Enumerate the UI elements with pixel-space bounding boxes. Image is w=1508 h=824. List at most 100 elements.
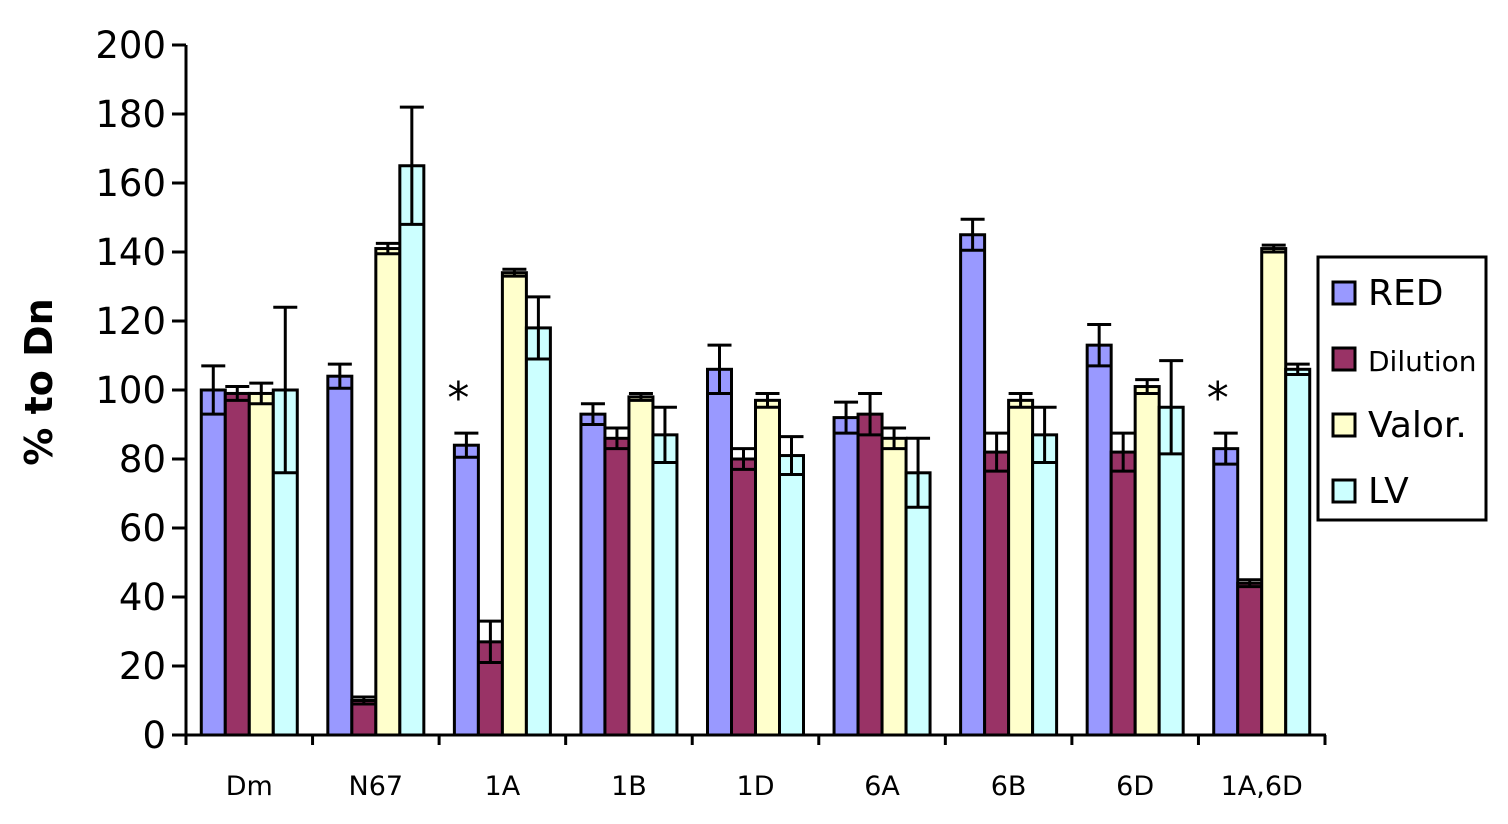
error-bar: [1008, 391, 1033, 409]
bar-red-1a6d: [1212, 447, 1240, 737]
bar-dilution-n67: [350, 699, 378, 737]
bar-valor-dm: [247, 391, 275, 737]
y-tick-label: 60: [119, 507, 166, 550]
legend-label: LV: [1368, 471, 1409, 512]
error-bars-layer: [201, 105, 1310, 706]
x-tick-label: 1A: [485, 771, 521, 802]
bar-valor-6a: [880, 436, 908, 737]
bar-valor-1d: [754, 398, 781, 737]
bar-dilution-6b: [983, 450, 1011, 737]
error-bar: [327, 362, 352, 390]
legend-label: Valor.: [1368, 405, 1467, 446]
y-tick-label: 180: [95, 93, 166, 136]
bar-red-1b: [579, 412, 607, 737]
bar-dilution-1a6d: [1236, 581, 1264, 737]
bar-red-6a: [832, 416, 860, 737]
bar-red-1d: [706, 367, 733, 737]
legend-swatch: [1331, 412, 1357, 438]
error-bar: [273, 305, 298, 475]
y-tick-label: 140: [95, 231, 166, 274]
bar-lv-1b: [651, 433, 679, 737]
bar-lv-n67: [398, 164, 426, 737]
error-bar: [225, 385, 250, 402]
error-bar: [755, 391, 780, 409]
bar-dilution-6d: [1109, 450, 1137, 737]
legend-swatch: [1331, 478, 1357, 504]
annotations: * *: [447, 373, 1228, 424]
bar-red-dm: [199, 388, 227, 737]
bar-valor-n67: [374, 247, 402, 737]
error-bar: [984, 431, 1009, 473]
bar-lv-1a6d: [1284, 367, 1312, 737]
y-tick-label: 200: [95, 24, 166, 67]
error-bar: [779, 435, 804, 477]
error-bar: [1111, 431, 1136, 473]
bar-dilution-dm: [223, 391, 251, 737]
x-tick-label: 6B: [991, 771, 1027, 802]
error-bar: [628, 391, 653, 402]
error-bar: [502, 267, 527, 278]
error-bar: [906, 436, 931, 509]
error-bar: [1159, 359, 1184, 456]
legend-swatch: [1331, 280, 1357, 306]
bar-red-n67: [326, 374, 354, 737]
bar-lv-6b: [1031, 433, 1059, 737]
y-tick-label: 160: [95, 162, 166, 205]
x-ticks: Dm N67 1A 1B 1D 6A 6B 6D 1A,6D: [184, 735, 1327, 802]
bar-lv-1d: [778, 454, 805, 737]
y-tick-label: 80: [119, 438, 166, 481]
bar-dilution-1d: [730, 457, 757, 737]
error-bar: [731, 447, 756, 471]
x-tick-label: 6D: [1116, 771, 1154, 802]
x-tick-label: 6A: [864, 771, 900, 802]
error-bar: [399, 105, 424, 226]
error-bar: [526, 295, 551, 361]
error-bar: [960, 217, 985, 252]
x-tick-label: N67: [349, 771, 404, 802]
error-bar: [351, 695, 376, 706]
bars-layer: [199, 164, 1312, 737]
error-bar: [1285, 362, 1310, 376]
bar-valor-6b: [1007, 398, 1035, 737]
legend-item: Dilution: [1331, 345, 1477, 378]
error-bar: [604, 426, 629, 451]
bar-red-6b: [959, 233, 987, 737]
x-tick-label: 1B: [611, 771, 647, 802]
legend-item: LV: [1331, 471, 1409, 512]
error-bar: [375, 241, 400, 256]
y-ticks: 0 20 40 60 80 100 120 140 160 180 200: [95, 24, 186, 757]
y-tick-label: 100: [95, 369, 166, 412]
legend-label: RED: [1368, 273, 1443, 314]
x-tick-label: Dm: [226, 771, 273, 802]
bar-dilution-6a: [856, 412, 884, 737]
error-bar: [652, 405, 677, 464]
bar-red-6d: [1085, 343, 1113, 737]
error-bar: [1135, 378, 1160, 395]
error-bar: [858, 391, 883, 437]
bar-lv-6d: [1157, 405, 1185, 737]
error-bar: [478, 619, 503, 665]
bar-valor-1b: [627, 395, 655, 737]
bar-valor-1a6d: [1260, 247, 1288, 737]
error-bar: [1213, 431, 1238, 466]
error-bar: [1087, 322, 1112, 368]
bar-lv-6a: [904, 471, 932, 737]
significance-marker: *: [1207, 373, 1229, 424]
x-tick-label: 1A,6D: [1221, 771, 1303, 802]
error-bar: [834, 400, 859, 435]
y-axis-label: % to Dn: [17, 298, 61, 465]
bar-valor-1a: [500, 271, 528, 737]
x-tick-label: 1D: [737, 771, 775, 802]
error-bar: [454, 431, 479, 459]
error-bar: [1261, 243, 1286, 254]
legend-label: Dilution: [1368, 345, 1477, 378]
error-bar: [580, 402, 605, 426]
bar-red-1a: [452, 443, 480, 737]
bar-lv-1a: [524, 326, 552, 737]
significance-marker: *: [447, 373, 469, 424]
bar-dilution-1b: [603, 436, 631, 737]
error-bar: [707, 343, 732, 395]
legend-item: Valor.: [1331, 405, 1467, 446]
error-bar: [882, 426, 907, 451]
